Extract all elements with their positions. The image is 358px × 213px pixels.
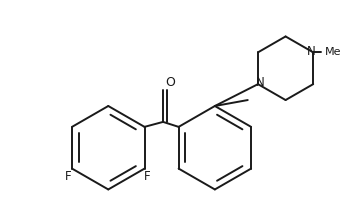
Text: N: N — [307, 45, 316, 58]
Text: N: N — [255, 76, 264, 89]
Text: O: O — [165, 76, 175, 89]
Text: F: F — [65, 170, 72, 183]
Text: Me: Me — [325, 47, 342, 57]
Text: F: F — [144, 170, 151, 183]
